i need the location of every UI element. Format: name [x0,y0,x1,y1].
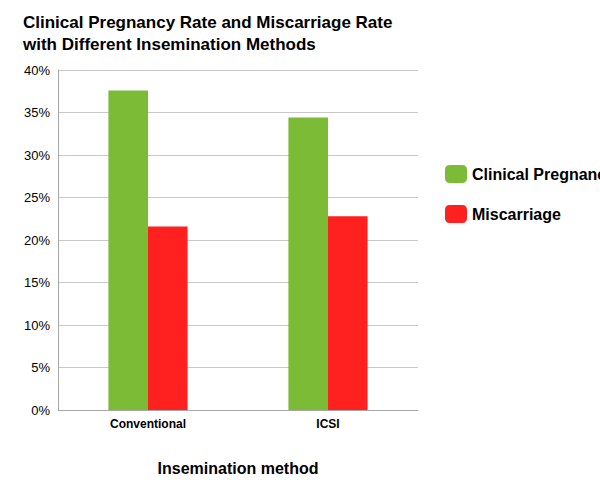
svg-text:5%: 5% [31,360,50,375]
svg-text:25%: 25% [24,190,50,205]
svg-text:ICSI: ICSI [316,417,339,431]
svg-text:30%: 30% [24,148,50,163]
svg-text:Conventional: Conventional [110,417,186,431]
svg-text:0%: 0% [31,403,50,418]
svg-text:Insemination method: Insemination method [158,460,319,477]
svg-text:20%: 20% [24,233,50,248]
svg-text:10%: 10% [24,318,50,333]
svg-text:Miscarriage: Miscarriage [472,206,561,223]
svg-text:40%: 40% [24,63,50,78]
svg-text:Clinical Pregnancy: Clinical Pregnancy [472,166,600,183]
svg-text:35%: 35% [24,105,50,120]
svg-text:Clinical Pregnancy Rate and Mi: Clinical Pregnancy Rate and Miscarriage … [23,13,392,32]
svg-text:with Different Insemination Me: with Different Insemination Methods [22,35,316,54]
svg-text:15%: 15% [24,275,50,290]
